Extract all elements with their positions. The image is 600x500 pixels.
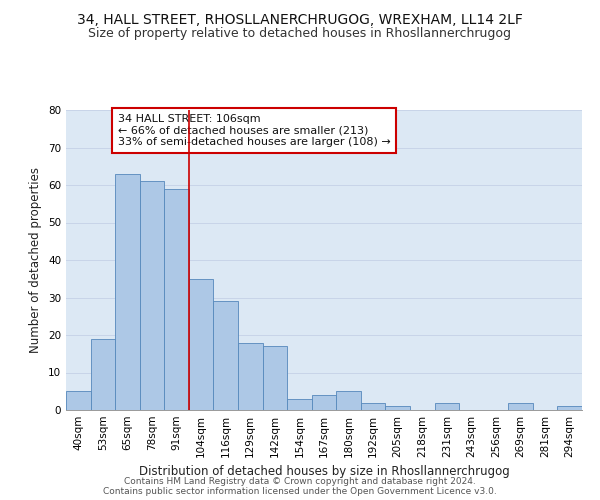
Bar [336,391,361,410]
Bar [312,395,336,410]
X-axis label: Distribution of detached houses by size in Rhosllannerchrugog: Distribution of detached houses by size … [139,466,509,478]
Text: 34 HALL STREET: 106sqm
← 66% of detached houses are smaller (213)
33% of semi-de: 34 HALL STREET: 106sqm ← 66% of detached… [118,114,391,147]
Bar [385,406,410,410]
Bar [140,181,164,410]
Bar [214,301,238,410]
Text: Contains public sector information licensed under the Open Government Licence v3: Contains public sector information licen… [103,487,497,496]
Bar [115,174,140,410]
Bar [434,402,459,410]
Bar [263,346,287,410]
Text: Contains HM Land Registry data © Crown copyright and database right 2024.: Contains HM Land Registry data © Crown c… [124,477,476,486]
Bar [557,406,582,410]
Bar [189,279,214,410]
Text: 34, HALL STREET, RHOSLLANERCHRUGOG, WREXHAM, LL14 2LF: 34, HALL STREET, RHOSLLANERCHRUGOG, WREX… [77,12,523,26]
Bar [66,391,91,410]
Bar [361,402,385,410]
Bar [238,342,263,410]
Bar [164,188,189,410]
Bar [287,399,312,410]
Bar [508,402,533,410]
Y-axis label: Number of detached properties: Number of detached properties [29,167,43,353]
Bar [91,339,115,410]
Text: Size of property relative to detached houses in Rhosllannerchrugog: Size of property relative to detached ho… [89,28,511,40]
